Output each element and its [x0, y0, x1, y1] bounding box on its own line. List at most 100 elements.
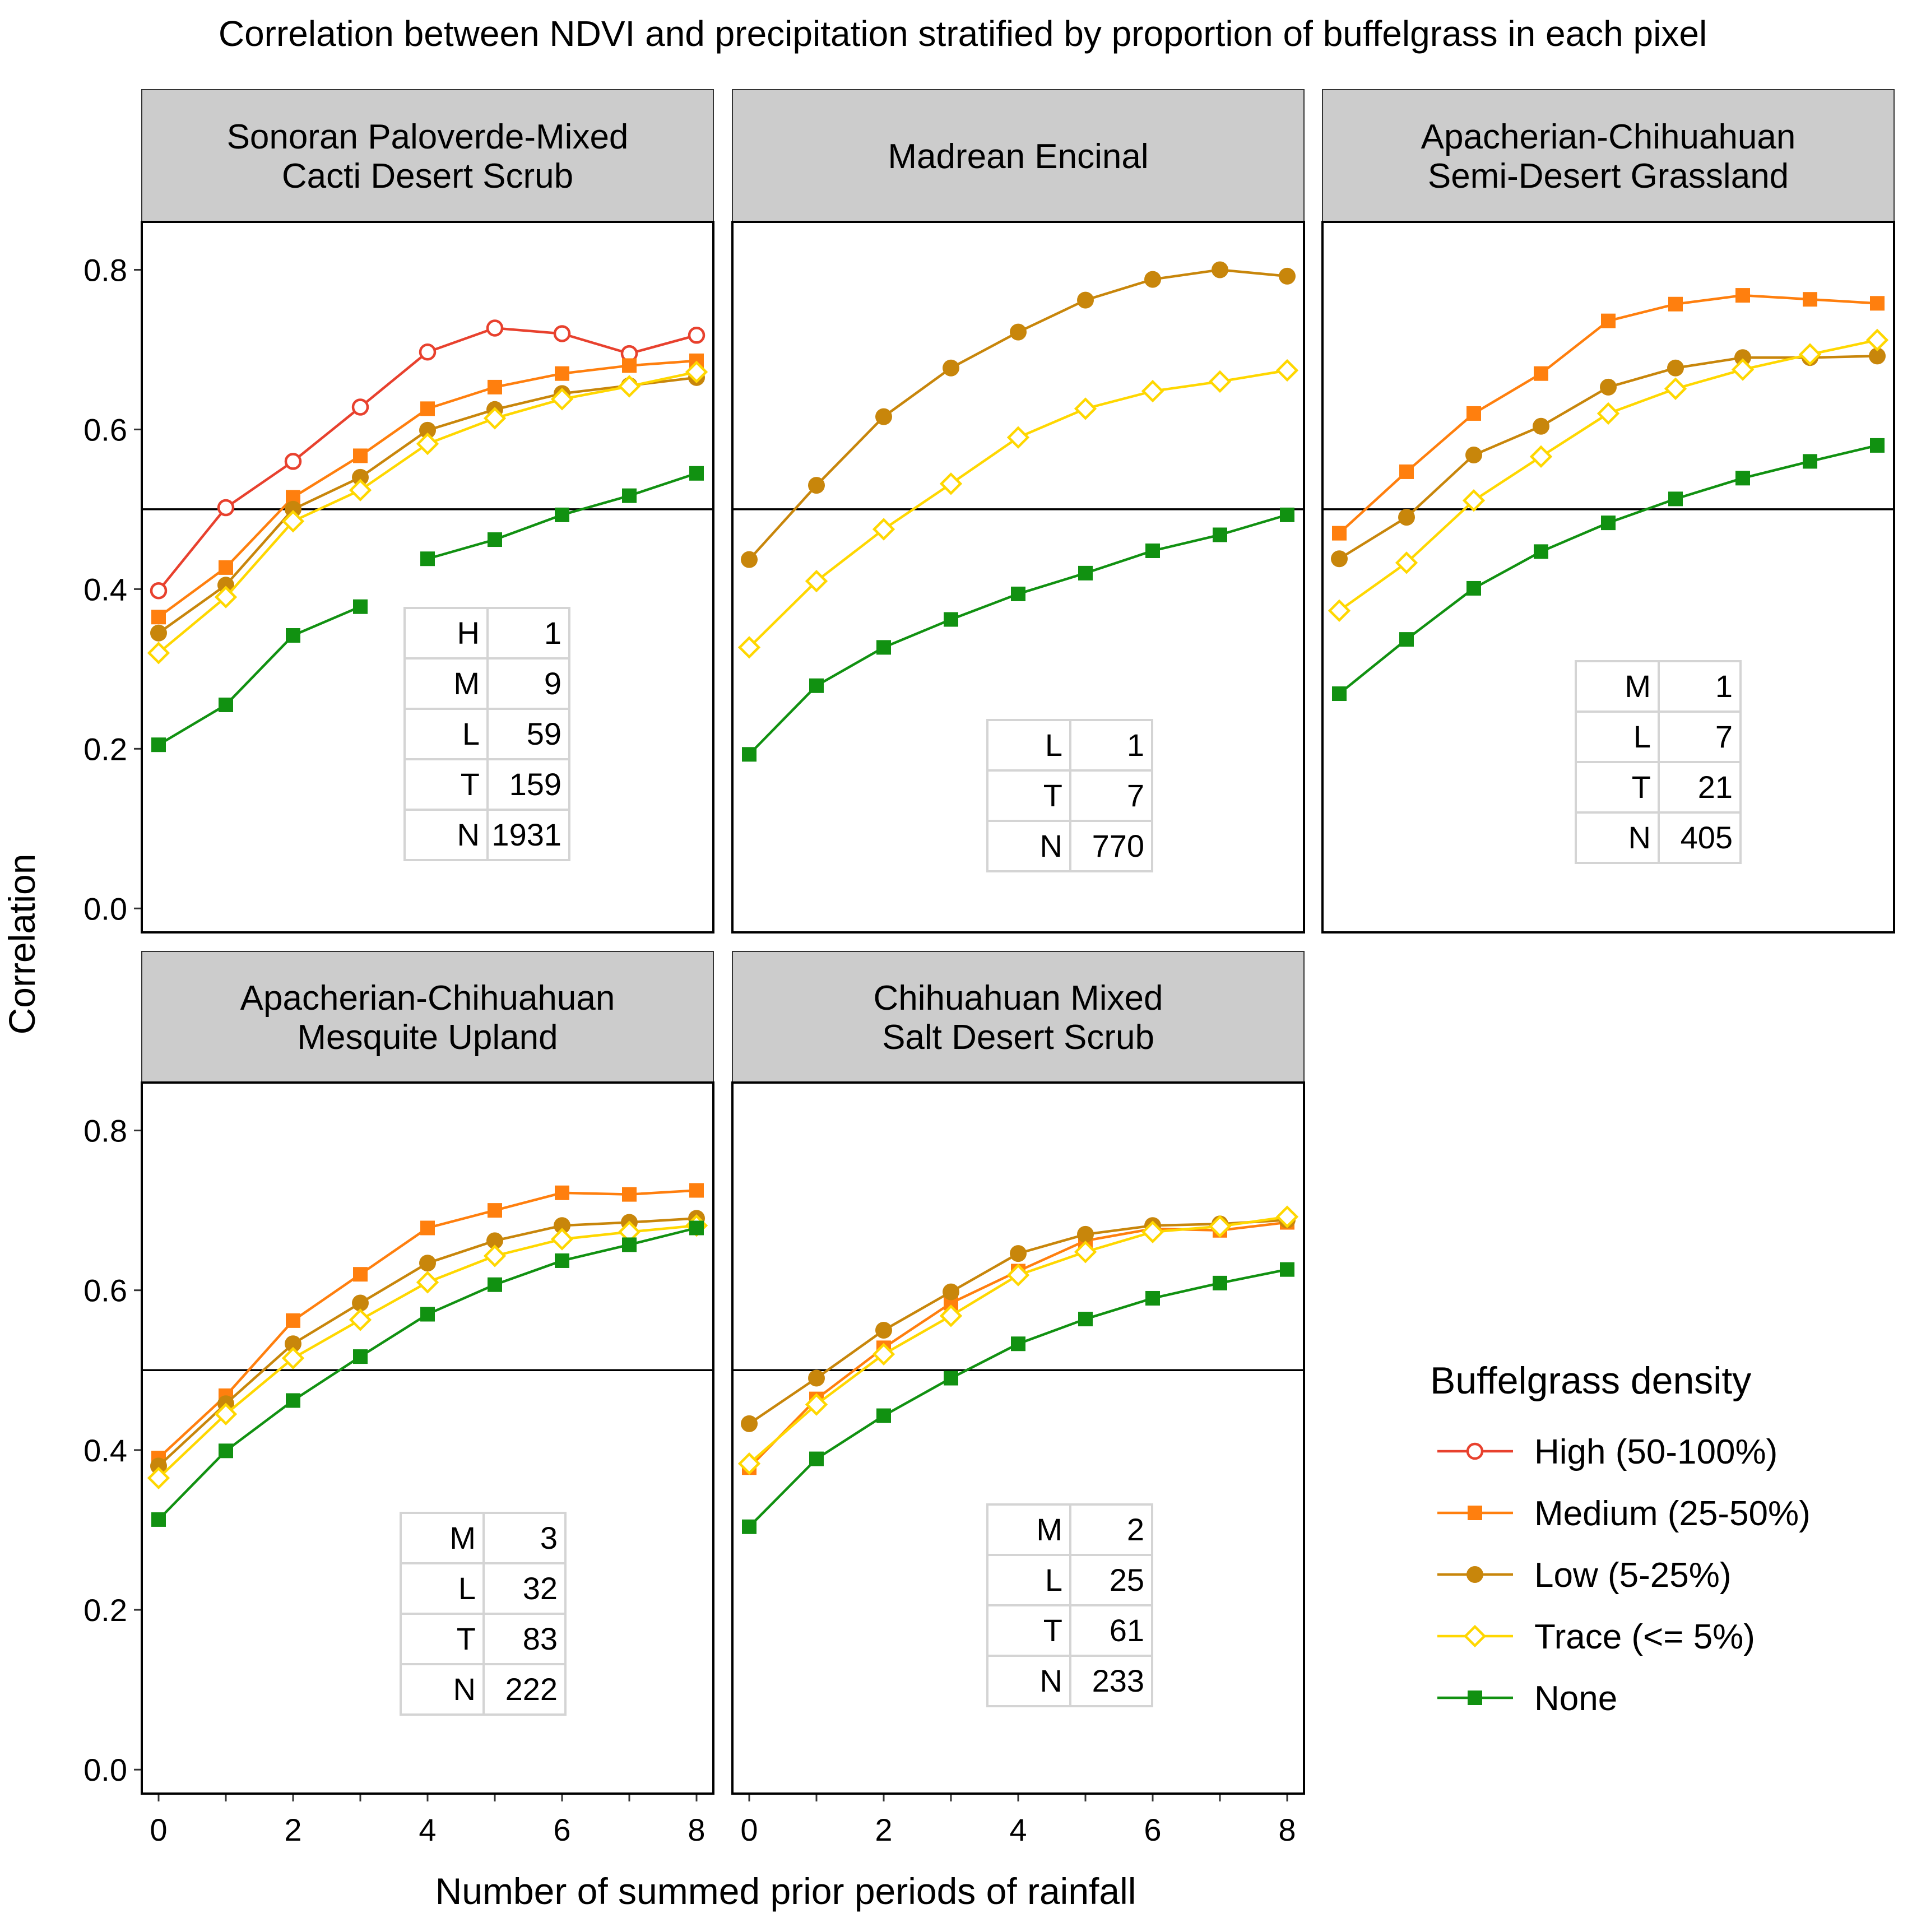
- data-point-medium: [622, 358, 637, 373]
- table-key: T: [1043, 778, 1062, 813]
- table-count: 1931: [491, 817, 561, 852]
- data-point-trace: [872, 1343, 895, 1366]
- data-point-low: [1010, 1245, 1027, 1262]
- data-point-low: [943, 359, 959, 377]
- data-point-none: [1668, 491, 1683, 507]
- table-key: N: [457, 817, 480, 852]
- table-count: 770: [1092, 828, 1144, 863]
- data-point-low: [419, 421, 436, 439]
- legend-entry-low: Low (5-25%): [1437, 1556, 1731, 1595]
- y-tick-label: 0.2: [83, 731, 127, 767]
- data-point-none: [1145, 543, 1160, 558]
- panel-1: Madrean Encinal L 1 T 7 N 770: [731, 89, 1305, 934]
- series-trace: [1328, 328, 1889, 623]
- data-point-low: [1667, 359, 1684, 377]
- data-point-low: [285, 500, 301, 518]
- series-trace: [147, 360, 708, 665]
- data-point-low: [352, 1294, 369, 1312]
- panel-border: [731, 221, 1305, 934]
- table-key: L: [1633, 719, 1651, 754]
- series-none: [151, 1220, 704, 1527]
- data-point-none: [488, 532, 502, 547]
- data-point-trace: [214, 1402, 238, 1425]
- panel-strip: [1322, 89, 1895, 222]
- panel-strip: [732, 951, 1305, 1083]
- table-count: 32: [523, 1571, 558, 1606]
- table-count: 61: [1110, 1613, 1144, 1648]
- data-point-trace: [483, 1244, 507, 1267]
- data-point-none: [944, 612, 958, 627]
- data-point-medium: [1803, 292, 1817, 307]
- data-point-medium: [353, 448, 368, 463]
- data-point-none: [488, 1277, 502, 1292]
- table-count: 405: [1681, 820, 1733, 855]
- data-point-trace: [281, 510, 305, 533]
- legend-entry-none: None: [1437, 1679, 1617, 1718]
- panel-title-line: Chihuahuan Mixed: [873, 979, 1163, 1018]
- table-key: M: [1036, 1512, 1062, 1547]
- data-point-none: [742, 747, 757, 762]
- data-point-trace: [618, 375, 641, 398]
- data-point-trace: [1275, 359, 1299, 382]
- data-point-trace: [805, 1393, 828, 1416]
- series-none: [742, 1262, 1294, 1534]
- data-point-medium: [420, 1220, 435, 1236]
- data-point-trace: [1208, 1215, 1232, 1238]
- table-key: N: [1040, 1663, 1062, 1698]
- data-point-low: [150, 1457, 167, 1475]
- y-tick-label: 0.6: [83, 1273, 127, 1308]
- legend: Buffelgrass density High (50-100%) Medium …: [1430, 1359, 1811, 1718]
- table-key: T: [457, 1621, 476, 1656]
- data-point-none: [420, 551, 435, 566]
- table-count: 7: [1127, 778, 1144, 813]
- table-count: 83: [523, 1621, 558, 1656]
- data-point-low: [1869, 347, 1886, 365]
- data-point-high: [553, 325, 571, 342]
- data-point-medium: [420, 401, 435, 416]
- data-point-trace: [737, 1452, 761, 1475]
- data-point-trace: [1074, 1241, 1097, 1264]
- series-medium: [1332, 288, 1885, 541]
- x-tick-label: 2: [875, 1812, 892, 1847]
- data-point-none: [555, 1253, 569, 1268]
- data-point-trace: [805, 569, 828, 593]
- panel-title-line: Salt Desert Scrub: [882, 1018, 1154, 1057]
- data-point-medium: [555, 366, 569, 381]
- y-tick-label: 0.0: [83, 891, 127, 926]
- table-count: 9: [544, 666, 561, 701]
- data-point-none: [1466, 580, 1481, 596]
- data-point-trace: [147, 642, 170, 665]
- data-point-none: [1078, 565, 1093, 580]
- series-medium: [151, 1183, 704, 1466]
- data-point-medium: [151, 610, 166, 625]
- y-tick-label: 0.6: [83, 412, 127, 447]
- count-table: M 2 L 25 T 61 N 233: [986, 1503, 1153, 1707]
- table-key: N: [1040, 828, 1062, 863]
- data-point-low: [150, 624, 167, 642]
- data-point-medium: [1466, 406, 1481, 421]
- legend-label: None: [1534, 1679, 1617, 1718]
- panel-title-line: Mesquite Upland: [297, 1018, 558, 1057]
- data-point-none: [876, 640, 891, 655]
- data-point-none: [1332, 686, 1347, 702]
- data-point-medium: [1735, 288, 1750, 303]
- legend-marker-low: [1466, 1566, 1483, 1583]
- data-point-low: [1331, 550, 1348, 568]
- data-point-low: [1279, 267, 1296, 285]
- data-point-none: [286, 1393, 300, 1408]
- table-count: 21: [1698, 769, 1733, 805]
- table-count: 3: [540, 1520, 558, 1555]
- legend-entry-high: High (50-100%): [1437, 1433, 1778, 1471]
- data-point-trace: [349, 479, 372, 501]
- legend-marker-trace: [1463, 1624, 1487, 1648]
- table-count: 233: [1092, 1663, 1144, 1698]
- data-point-none: [1213, 527, 1227, 542]
- data-point-trace: [1529, 445, 1553, 468]
- data-point-low: [1144, 271, 1161, 288]
- data-point-none: [1011, 1336, 1025, 1352]
- data-point-none: [1145, 1290, 1160, 1306]
- panel-strip: [732, 89, 1305, 222]
